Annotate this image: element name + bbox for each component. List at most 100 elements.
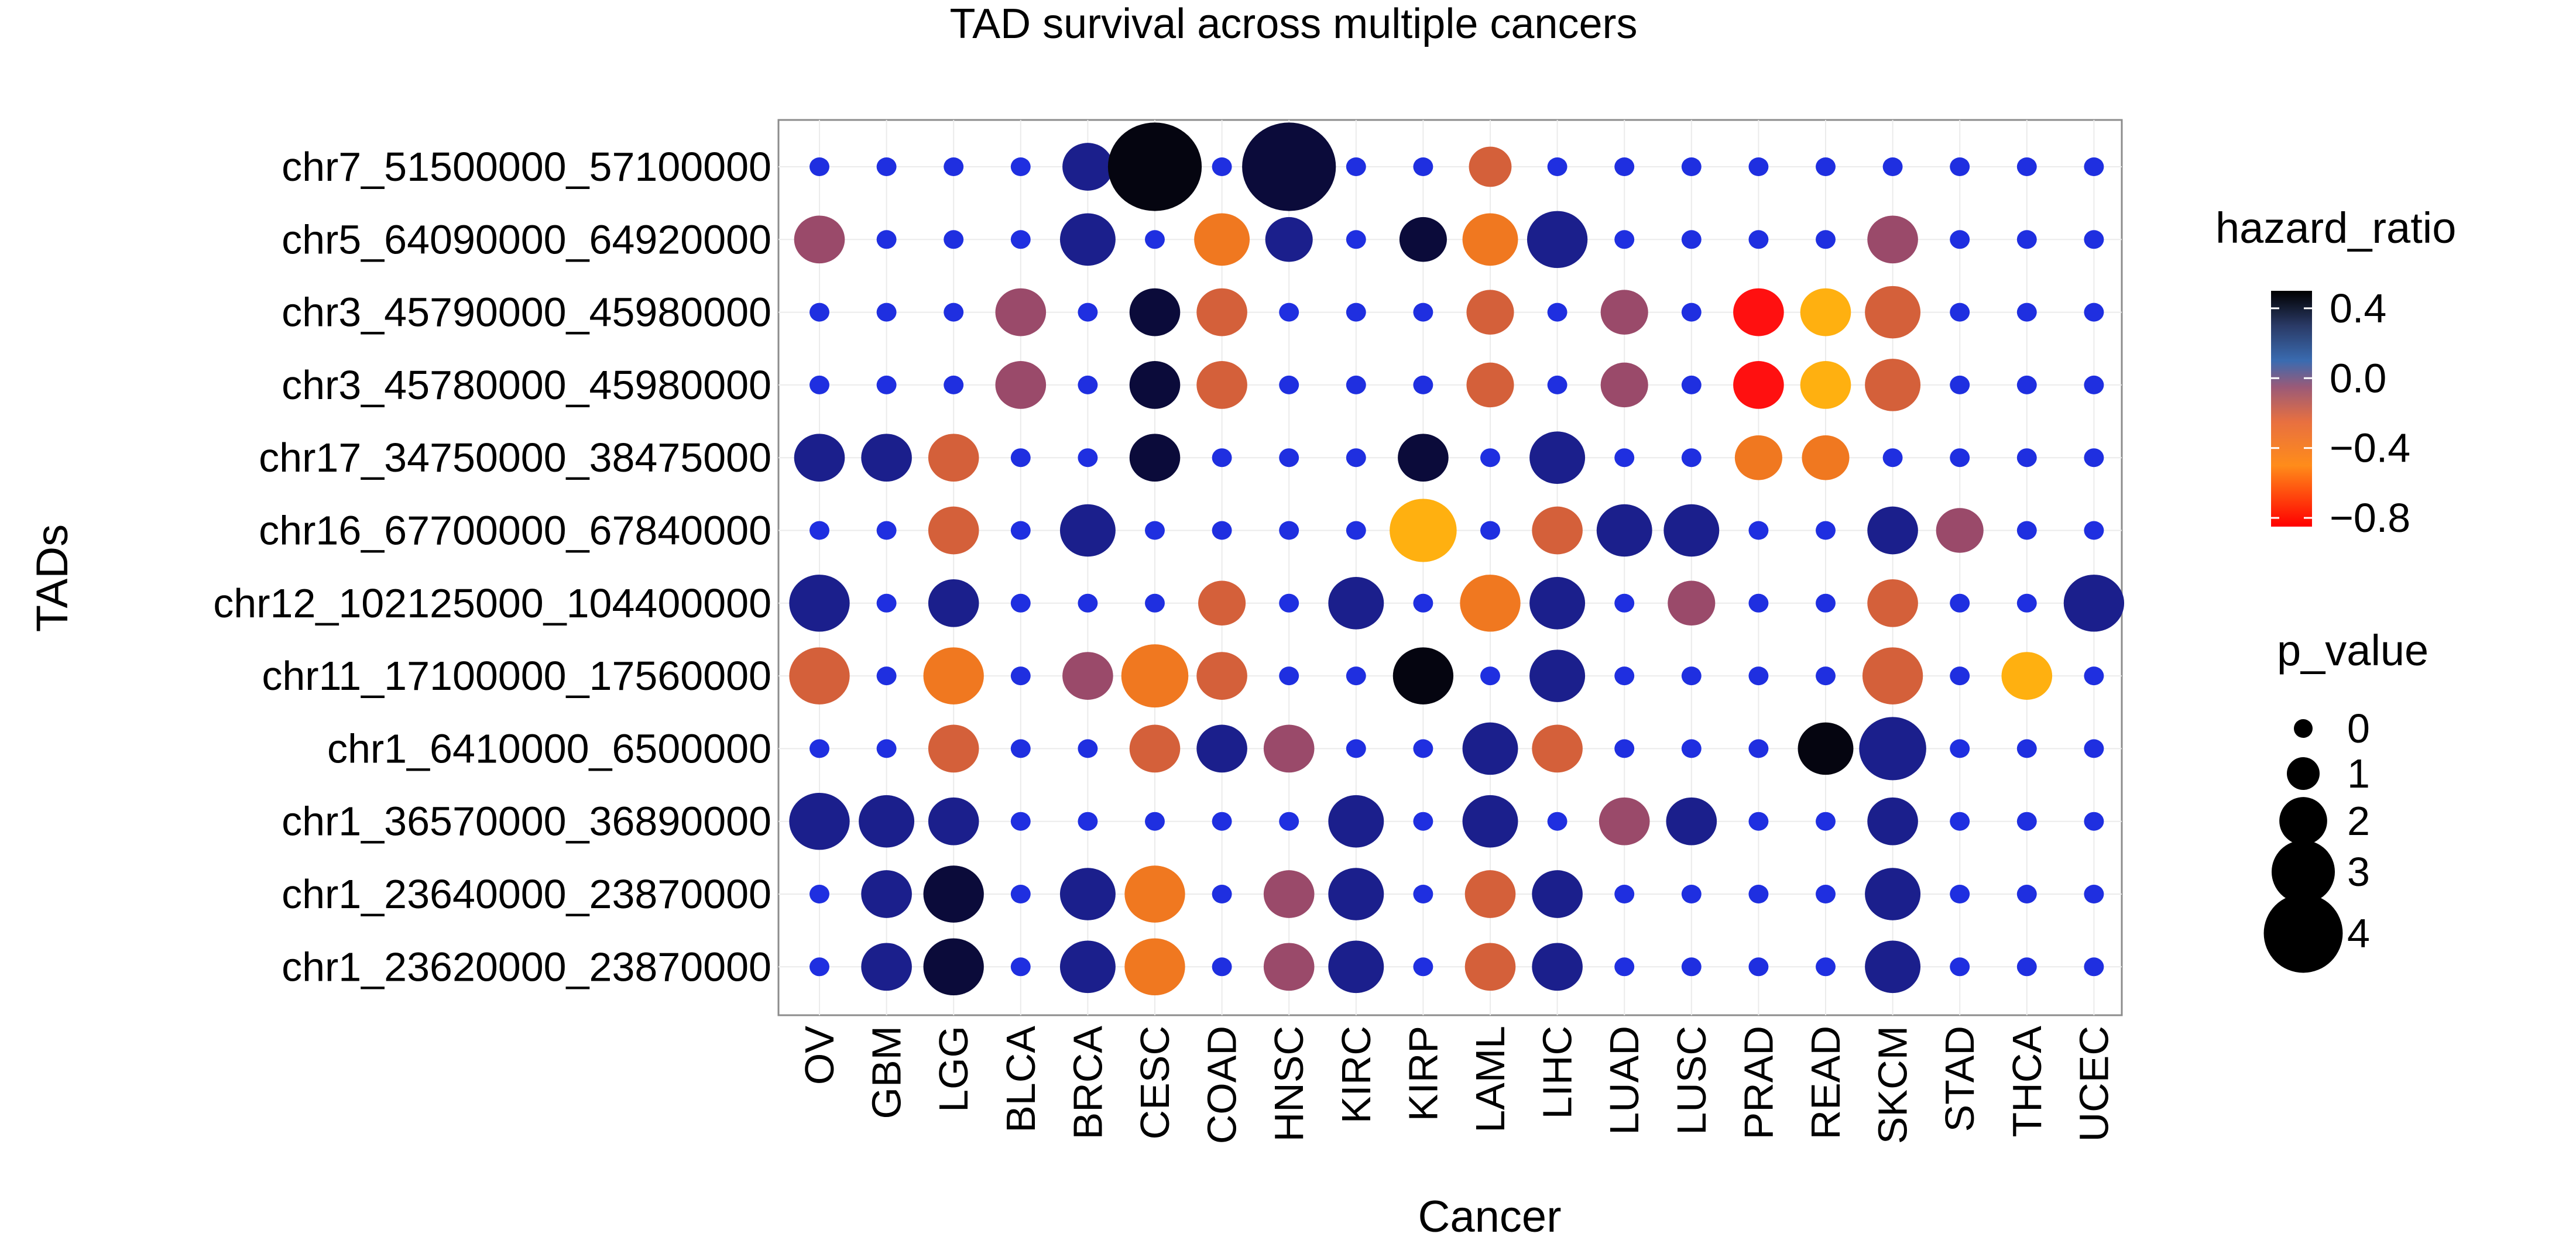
x-tick-label: SKCM [1870, 1026, 1916, 1144]
plot-panel [777, 119, 2125, 1016]
data-point [1816, 157, 1836, 176]
data-point [1614, 157, 1635, 176]
data-point [1279, 448, 1299, 468]
data-point [1798, 722, 1854, 775]
data-point [1129, 724, 1181, 773]
data-point [2084, 375, 2104, 394]
data-point [1010, 521, 1031, 540]
data-point [794, 434, 845, 482]
data-point [1547, 303, 1567, 322]
data-point [2016, 957, 2037, 977]
data-point [1129, 434, 1181, 482]
data-point [1059, 213, 1116, 266]
x-axis-title: Cancer [1418, 1192, 1562, 1242]
data-point [1733, 288, 1784, 336]
p-value-key-label: 2 [2347, 798, 2370, 844]
data-point [876, 521, 897, 540]
data-point [1950, 448, 1970, 468]
data-point [1816, 593, 1836, 613]
data-point [1816, 666, 1836, 686]
data-point [1212, 521, 1232, 540]
data-point [1529, 577, 1586, 630]
data-point [1950, 812, 1970, 831]
data-point [1950, 157, 1970, 176]
data-point [1062, 143, 1113, 191]
data-point [1950, 666, 1970, 686]
data-point [1480, 666, 1500, 686]
data-point [1145, 812, 1165, 831]
data-point [1279, 521, 1299, 540]
data-point [1212, 812, 1232, 831]
data-point [809, 957, 829, 977]
data-point [1614, 739, 1635, 758]
data-point [1279, 812, 1299, 831]
data-point [1328, 868, 1384, 920]
data-point [1265, 217, 1313, 262]
data-point [1124, 938, 1185, 996]
data-point [1196, 361, 1247, 409]
data-point [1816, 230, 1836, 249]
data-point [789, 575, 850, 632]
data-point [1734, 435, 1782, 480]
data-point [1198, 580, 1246, 626]
data-point [876, 739, 897, 758]
data-point [1328, 795, 1384, 848]
x-tick-label: LGG [931, 1026, 976, 1112]
data-point [1462, 213, 1518, 266]
data-point [2016, 812, 2037, 831]
data-point [1865, 359, 1921, 411]
data-point [876, 157, 897, 176]
data-point [1802, 435, 1850, 480]
data-point [1600, 362, 1648, 408]
data-point [1263, 724, 1315, 773]
data-point [1882, 448, 1903, 468]
data-point [1390, 499, 1457, 562]
data-point [2016, 230, 2037, 249]
data-point [2084, 739, 2104, 758]
data-point [1865, 286, 1921, 339]
data-point [1346, 375, 1366, 394]
hazard-ratio-ticks: 0.4 0.0 −0.4 −0.8 [2271, 286, 2410, 541]
data-point [809, 375, 829, 394]
data-point [944, 157, 964, 176]
p-value-key-dot [2271, 840, 2335, 904]
x-tick-label: READ [1803, 1026, 1848, 1139]
data-point [1748, 812, 1769, 831]
y-tick-label: chr11_17100000_17560000 [262, 653, 771, 699]
data-point [1346, 666, 1366, 686]
p-value-key-dot [2287, 757, 2320, 790]
y-axis-tick-labels: chr7_51500000_57100000 chr5_64090000_6492… [213, 144, 771, 989]
data-point [1599, 797, 1650, 846]
data-point [1462, 795, 1518, 848]
y-tick-label: chr16_67700000_67840000 [259, 508, 771, 554]
data-point [1816, 957, 1836, 977]
p-value-key-dot [2263, 894, 2343, 973]
data-point [1882, 157, 1903, 176]
data-point [1078, 448, 1098, 468]
data-point [1614, 448, 1635, 468]
data-point [1663, 504, 1720, 557]
data-point [1950, 957, 1970, 977]
data-point [1950, 375, 1970, 394]
data-point [928, 506, 979, 555]
data-point [1460, 575, 1521, 632]
data-point [1600, 290, 1648, 335]
data-point [928, 434, 979, 482]
data-point [1867, 506, 1918, 555]
data-point [876, 375, 897, 394]
data-point [1279, 375, 1299, 394]
data-point [859, 795, 915, 848]
data-point [1059, 940, 1116, 994]
data-point [1936, 508, 1984, 553]
data-point [1121, 644, 1189, 708]
data-point [1950, 885, 1970, 903]
y-tick-label: chr3_45780000_45980000 [282, 362, 771, 408]
x-tick-label: LUSC [1669, 1026, 1714, 1135]
data-point [1212, 957, 1232, 977]
data-point [1107, 122, 1202, 211]
data-point [1346, 157, 1366, 176]
x-tick-label: PRAD [1735, 1026, 1781, 1139]
y-tick-label: chr3_45790000_45980000 [282, 290, 771, 335]
data-point [1059, 868, 1116, 920]
data-point [1867, 797, 1918, 846]
